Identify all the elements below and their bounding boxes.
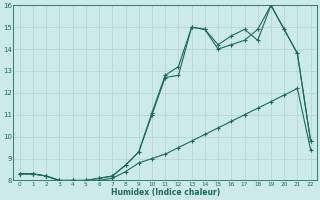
X-axis label: Humidex (Indice chaleur): Humidex (Indice chaleur) [111, 188, 220, 197]
